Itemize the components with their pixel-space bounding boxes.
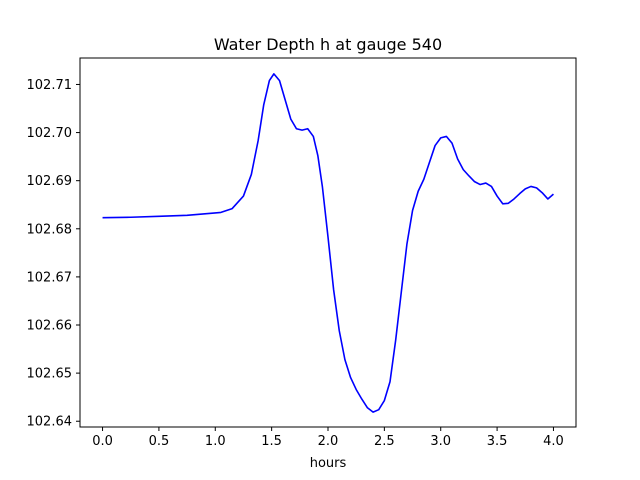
x-axis-label: hours [310,456,347,471]
y-tick-label: 102.70 [27,126,73,141]
y-tick-label: 102.67 [27,270,73,285]
y-tick-label: 102.65 [27,367,73,382]
x-tick-label: 2.0 [318,434,339,449]
chart-title: Water Depth h at gauge 540 [214,35,442,54]
y-tick-label: 102.64 [27,415,73,430]
x-tick-label: 0.5 [149,434,170,449]
x-axis: 0.0 0.5 1.0 1.5 2.0 2.5 3.0 3.5 4.0 [92,427,564,449]
x-tick-label: 1.0 [205,434,226,449]
y-tick-label: 102.68 [27,222,73,237]
y-tick-label: 102.66 [27,319,73,334]
plot-area [102,73,554,413]
y-tick-label: 102.69 [27,174,73,189]
series-line-0 [102,73,554,413]
x-tick-label: 0.0 [92,434,113,449]
y-axis: 102.64 102.65 102.66 102.67 102.68 102.69 102.… [27,78,80,430]
x-tick-label: 1.5 [261,434,282,449]
x-tick-label: 4.0 [543,434,564,449]
x-tick-label: 2.5 [374,434,395,449]
x-tick-label: 3.0 [430,434,451,449]
y-tick-label: 102.71 [27,78,73,93]
x-tick-label: 3.5 [487,434,508,449]
